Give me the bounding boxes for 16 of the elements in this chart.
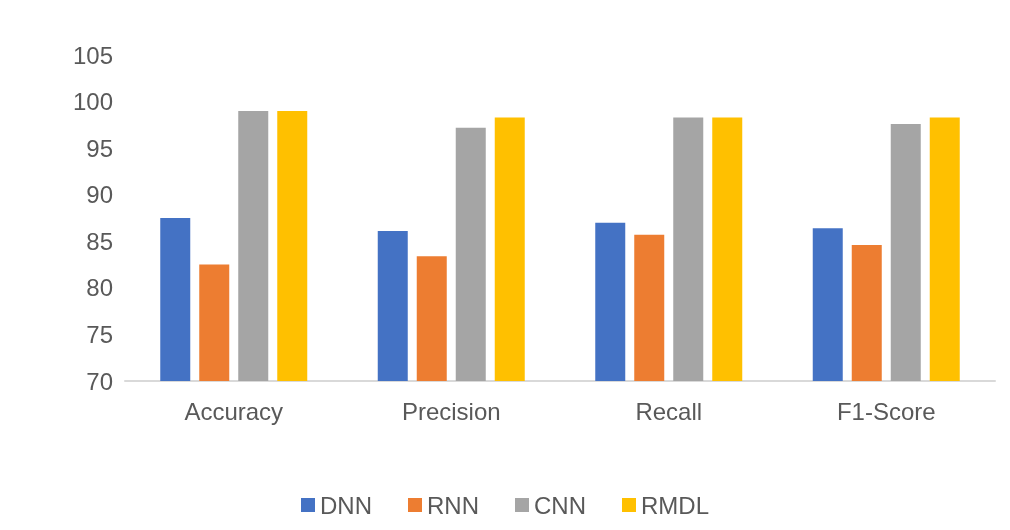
x-tick-label: Recall [635, 397, 703, 425]
y-tick-label: 75 [86, 320, 113, 348]
legend-label: RNN [427, 491, 479, 519]
y-tick-label: 70 [86, 367, 113, 395]
y-tick-label: 80 [86, 274, 113, 302]
x-tick-label: F1-Score [836, 397, 936, 425]
legend-label: DNN [320, 491, 372, 519]
y-tick-label: 100 [72, 88, 113, 116]
y-tick-label: 85 [86, 227, 113, 255]
x-tick-label: Precision [401, 397, 501, 425]
y-tick-label: 95 [86, 134, 113, 162]
y-tick-label: 90 [86, 181, 113, 209]
y-tick-label: 105 [72, 41, 113, 69]
x-tick-label: Accuracy [184, 397, 284, 425]
legend-label: RMDL [640, 491, 710, 519]
legend-label: CNN [534, 491, 586, 519]
